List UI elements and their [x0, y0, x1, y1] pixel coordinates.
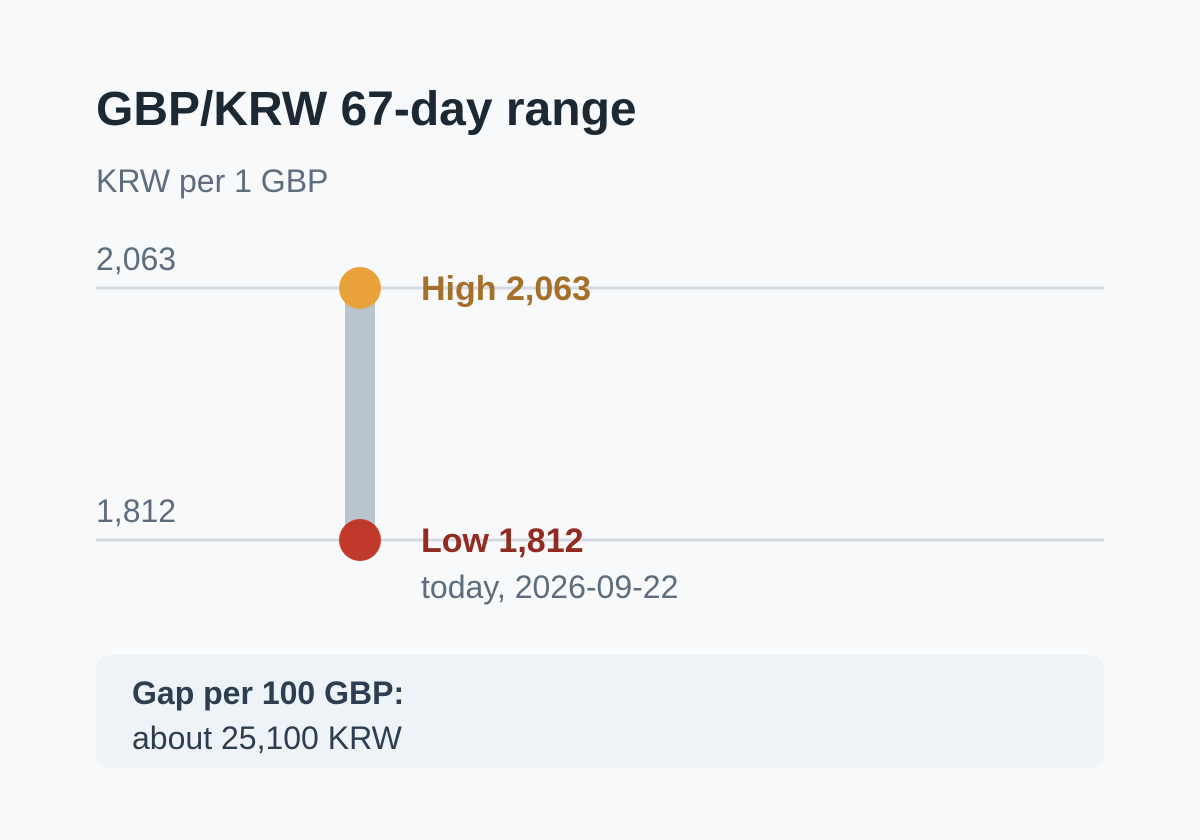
- chart-subtitle: KRW per 1 GBP: [96, 163, 329, 199]
- low-date-note: today, 2026-09-22: [421, 569, 678, 605]
- range-chart: 2,063 1,812 High 2,063 Low 1,812 today, …: [96, 241, 1104, 605]
- tick-label-low: 1,812: [96, 493, 176, 529]
- high-label: High 2,063: [421, 270, 591, 308]
- low-label: Low 1,812: [421, 522, 584, 560]
- gap-label: Gap per 100 GBP:: [132, 675, 405, 711]
- gap-value: about 25,100 KRW: [132, 720, 402, 756]
- gap-summary-box: Gap per 100 GBP: about 25,100 KRW: [96, 655, 1104, 768]
- tick-label-high: 2,063: [96, 241, 176, 277]
- low-marker: [339, 519, 381, 561]
- chart-title: GBP/KRW 67-day range: [96, 83, 637, 136]
- high-marker: [339, 267, 381, 309]
